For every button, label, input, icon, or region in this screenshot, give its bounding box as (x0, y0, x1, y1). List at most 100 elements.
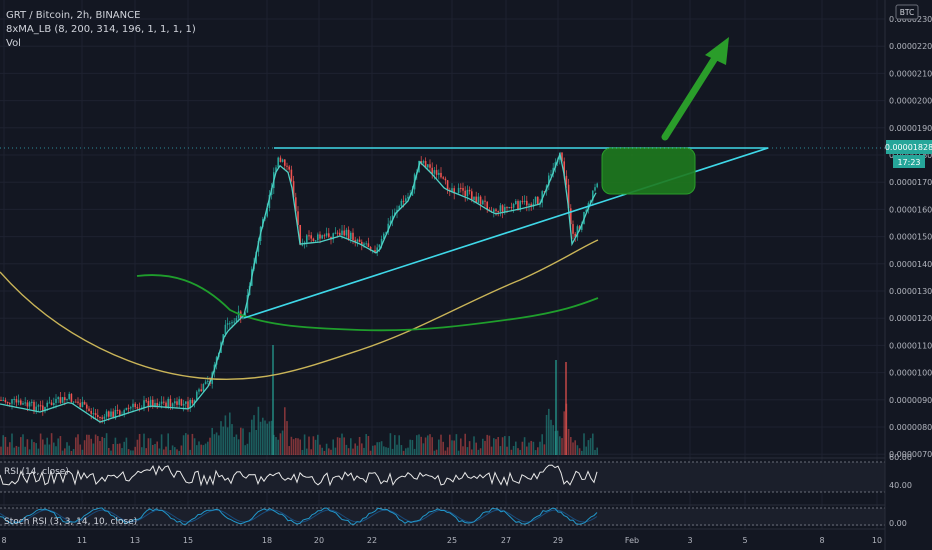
volume-bar (374, 445, 376, 455)
candle-body (523, 200, 526, 202)
volume-bar (255, 429, 257, 455)
rsi-band (0, 462, 885, 492)
volume-indicator-label[interactable]: Vol (6, 38, 21, 49)
volume-bar (114, 437, 117, 455)
volume-bar (290, 436, 293, 455)
candle-body (299, 224, 301, 245)
candle-body (572, 224, 574, 234)
volume-bar (299, 439, 301, 455)
volume-bar (193, 438, 196, 455)
volume-bar (152, 444, 154, 455)
volume-bar (440, 434, 442, 455)
candle-body (81, 402, 84, 407)
candle-body (61, 397, 64, 403)
current-price-label: 0.00001828 (885, 143, 932, 152)
volume-bar (541, 434, 543, 455)
volume-bar (121, 448, 123, 455)
volume-bar (332, 439, 334, 455)
candle-body (435, 170, 438, 175)
volume-bar (262, 417, 264, 455)
candle-body (475, 196, 477, 203)
candle-body (229, 323, 231, 325)
candle-body (105, 411, 108, 417)
volume-bar (81, 449, 84, 455)
candle-body (110, 411, 112, 417)
candle-body (202, 384, 205, 392)
candle-body (101, 417, 103, 419)
volume-bar (11, 433, 13, 455)
ma-indicator-label[interactable]: 8xMA_LB (8, 200, 314, 196, 1, 1, 1, 1) (6, 24, 196, 35)
volume-bar (77, 434, 79, 455)
volume-bar (528, 442, 530, 455)
time-tick: 10 (872, 536, 882, 545)
candle-body (578, 226, 581, 230)
volume-bar (229, 412, 231, 455)
candle-body (2, 400, 4, 402)
candle-body (308, 235, 310, 237)
candle-body (83, 402, 86, 405)
candle-body (317, 234, 319, 241)
candle-body (561, 152, 563, 162)
volume-bar (143, 433, 145, 455)
candle-body (196, 391, 198, 401)
candle-body (354, 239, 356, 242)
candle-body (339, 232, 341, 236)
candle-body (462, 188, 464, 191)
volume-bar (343, 437, 345, 455)
candle-body (398, 206, 400, 210)
candle-body (444, 178, 447, 181)
candle-body (400, 200, 403, 207)
volume-bar (323, 450, 326, 455)
volume-bar (213, 434, 216, 455)
candle-body (231, 322, 233, 324)
volume-bar (268, 421, 271, 455)
candle-body (112, 411, 114, 419)
candle-body (235, 318, 238, 322)
candle-body (50, 402, 53, 405)
candle-body (501, 205, 504, 213)
candle-body (405, 198, 407, 202)
volume-bar (464, 433, 466, 455)
volume-bar (257, 406, 260, 455)
candle-body (550, 174, 552, 176)
volume-bar (178, 450, 180, 455)
volume-bar (367, 436, 370, 455)
volume-bar (446, 447, 449, 455)
volume-bar (55, 446, 57, 455)
candle-body (149, 399, 152, 407)
candle-body (0, 400, 2, 401)
candle-body (97, 415, 99, 417)
volume-bar (574, 440, 576, 455)
candle-body (193, 400, 196, 404)
ma-yellow-line (0, 239, 599, 381)
candle-body (9, 403, 11, 405)
volume-bar (534, 450, 537, 455)
candle-body (178, 399, 180, 405)
volume-bars (0, 345, 598, 455)
time-tick: 11 (77, 536, 87, 545)
volume-bar (365, 434, 367, 455)
candle-body (66, 398, 68, 401)
volume-bar (552, 425, 554, 455)
time-tick: 3 (687, 536, 692, 545)
volume-bar (325, 443, 328, 455)
volume-bar (506, 446, 508, 455)
currency-box[interactable] (895, 4, 919, 20)
volume-bar (141, 447, 143, 455)
candle-body (57, 397, 59, 399)
candle-body (226, 323, 229, 325)
candle-body (295, 197, 297, 212)
volume-bar (165, 446, 167, 455)
volume-bar (378, 442, 381, 455)
volume-bar (521, 441, 524, 455)
volume-bar (475, 442, 477, 455)
current-price-badge (886, 140, 932, 154)
candle-body (24, 402, 26, 404)
candle-body (374, 250, 376, 253)
volume-bar (517, 448, 519, 455)
time-tick: 18 (262, 536, 272, 545)
